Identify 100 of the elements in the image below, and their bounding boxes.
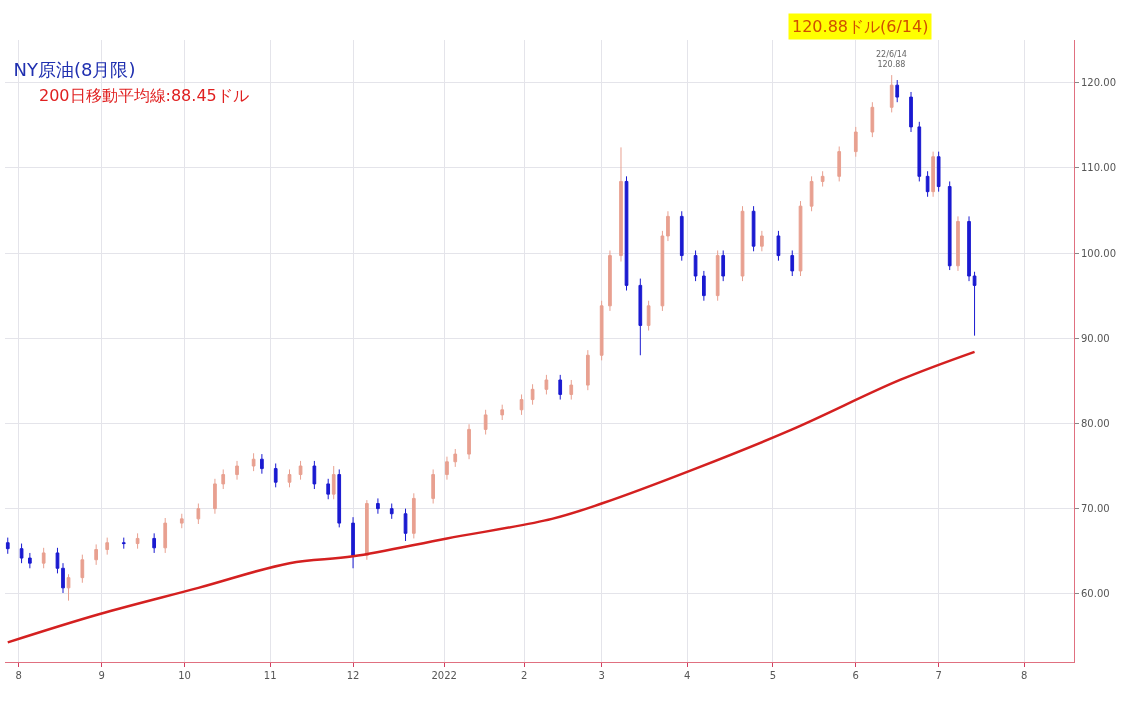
candlestick bbox=[693, 249, 698, 282]
candlestick bbox=[467, 423, 471, 460]
candlestick bbox=[260, 453, 264, 475]
y-tick-label: 80.00 bbox=[1081, 417, 1110, 429]
candlestick bbox=[925, 170, 930, 198]
text: NY原油(8月限) bbox=[13, 58, 136, 80]
candlestick bbox=[445, 456, 449, 481]
x-tick-label: 8 bbox=[15, 670, 22, 681]
y-tick-label: 100.00 bbox=[1081, 247, 1116, 259]
y-tick-label: 60.00 bbox=[1081, 588, 1110, 600]
candlestick bbox=[889, 74, 894, 113]
candlestick bbox=[298, 460, 303, 481]
candlestick bbox=[679, 210, 684, 262]
candlestick bbox=[94, 543, 99, 566]
candlestick bbox=[569, 379, 574, 401]
candlestick bbox=[599, 300, 604, 361]
candlestick bbox=[646, 300, 651, 332]
candlestick bbox=[776, 230, 781, 262]
candlestick bbox=[403, 508, 408, 542]
candlestick bbox=[619, 146, 623, 263]
candlestick bbox=[702, 270, 706, 302]
candlestick bbox=[179, 513, 184, 529]
candlestick bbox=[500, 404, 505, 421]
candlestick bbox=[163, 517, 168, 554]
candlestick bbox=[431, 468, 436, 505]
candlestick bbox=[870, 101, 875, 138]
line-series bbox=[6, 350, 976, 644]
candlestick bbox=[196, 503, 201, 525]
candlestick bbox=[947, 180, 952, 271]
candlestick bbox=[19, 543, 24, 564]
candlestick bbox=[453, 448, 458, 468]
candlestick bbox=[221, 468, 226, 490]
x-tick-label: 4 bbox=[684, 670, 691, 681]
candlestick bbox=[135, 532, 140, 550]
candlestick bbox=[967, 215, 971, 282]
candlestick bbox=[519, 393, 524, 416]
x-tick-label: 5 bbox=[769, 670, 777, 681]
candlestick bbox=[956, 215, 960, 272]
x-tick-label: 8 bbox=[1021, 670, 1028, 681]
candlestick bbox=[660, 230, 665, 312]
candlestick bbox=[751, 205, 756, 252]
candlestick bbox=[273, 462, 278, 488]
candlestick bbox=[809, 175, 814, 212]
x-tick-label: 9 bbox=[98, 670, 105, 681]
candlestick bbox=[287, 468, 292, 488]
candlestick bbox=[312, 460, 317, 490]
candlestick bbox=[213, 478, 217, 515]
annotation: 200日移動平均線:88.45ドル bbox=[39, 86, 249, 105]
x-tick-label: 11 bbox=[263, 670, 277, 681]
candlestick bbox=[530, 383, 535, 406]
candlestick bbox=[28, 552, 32, 569]
candlestick bbox=[760, 230, 764, 252]
candlestick bbox=[411, 492, 416, 539]
candlestick bbox=[790, 249, 795, 277]
candlestick bbox=[80, 554, 85, 584]
candlestick bbox=[936, 151, 941, 193]
x-tick-label: 6 bbox=[852, 670, 859, 681]
candlestick bbox=[624, 175, 629, 291]
annotation: 22/6/14 120.88 bbox=[876, 50, 907, 70]
candlestick bbox=[105, 537, 110, 556]
candlestick bbox=[972, 271, 977, 337]
text: 120.88ドル(6/14) bbox=[792, 17, 929, 36]
candlestick bbox=[798, 200, 803, 277]
candlestick bbox=[931, 151, 935, 198]
x-tick-label: 3 bbox=[598, 670, 605, 681]
candlestick bbox=[152, 532, 157, 554]
candlestick bbox=[917, 121, 922, 182]
x-tick-label: 10 bbox=[178, 670, 191, 681]
candlestick bbox=[837, 146, 842, 182]
candlestick bbox=[55, 547, 60, 574]
candlestick bbox=[608, 249, 612, 312]
candlestick bbox=[740, 205, 745, 282]
y-tick-label: 70.00 bbox=[1081, 503, 1110, 515]
candlestick bbox=[331, 465, 336, 500]
x-tick-label: 2022 bbox=[431, 670, 457, 681]
candlestick bbox=[895, 79, 900, 103]
candlestick bbox=[235, 460, 239, 481]
candlestick bbox=[638, 278, 643, 356]
candlestick bbox=[365, 499, 369, 561]
y-tick-label: 90.00 bbox=[1081, 332, 1110, 344]
y-tick-label: 110.00 bbox=[1081, 162, 1116, 174]
x-tick-label: 2 bbox=[521, 670, 528, 681]
candlestick bbox=[544, 374, 549, 395]
x-tick-label: 7 bbox=[935, 670, 942, 681]
candlestick bbox=[666, 210, 670, 242]
candlestick bbox=[41, 547, 46, 569]
candlestick bbox=[721, 249, 726, 282]
candlestick bbox=[5, 537, 10, 555]
candlestick bbox=[389, 503, 394, 520]
x-tick-label: 12 bbox=[346, 670, 360, 681]
candlestick bbox=[715, 249, 720, 302]
candlestick bbox=[820, 170, 825, 188]
candlestick bbox=[121, 537, 126, 550]
y-tick-label: 120.00 bbox=[1081, 77, 1116, 89]
candlestick bbox=[909, 91, 913, 133]
candlestick bbox=[351, 516, 355, 569]
candlestick bbox=[251, 452, 256, 472]
candlestick bbox=[61, 562, 65, 594]
candlestick bbox=[337, 468, 342, 528]
candlestick bbox=[558, 374, 563, 401]
